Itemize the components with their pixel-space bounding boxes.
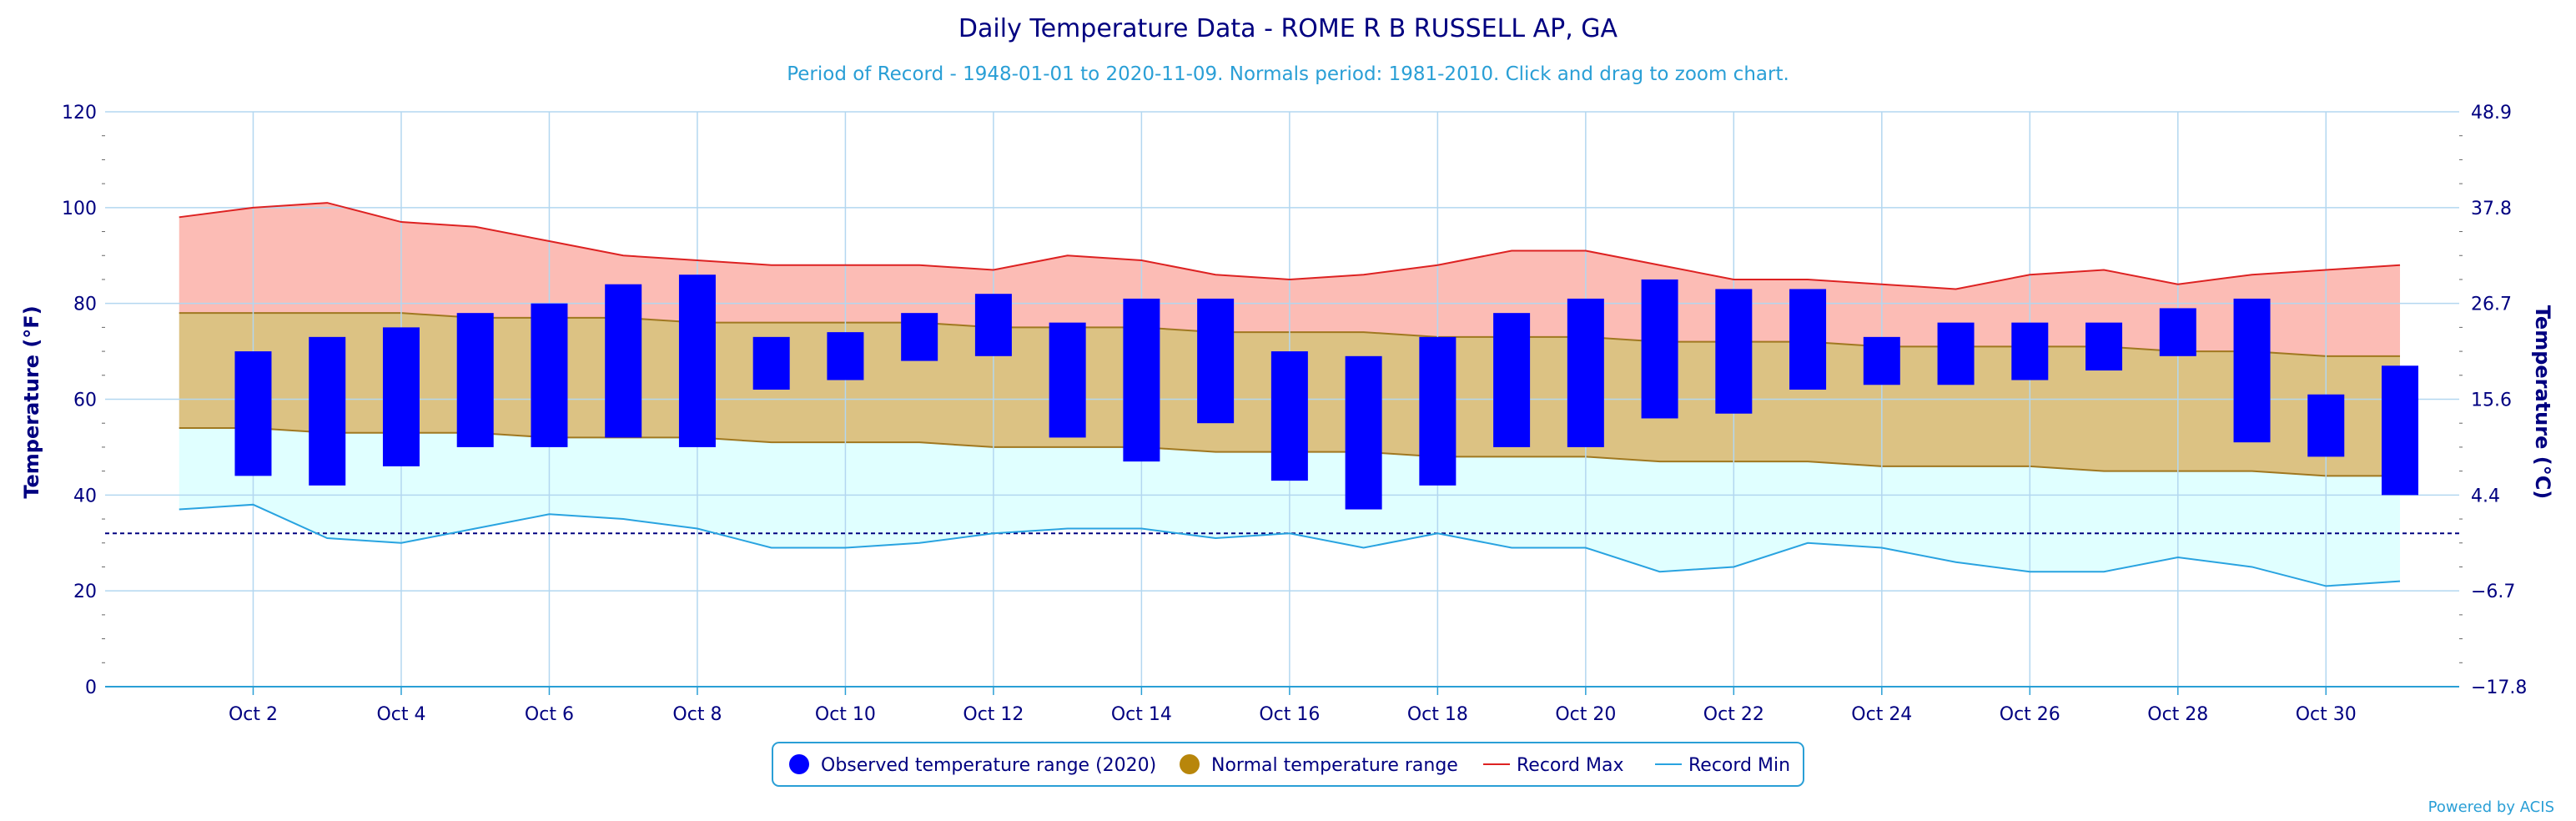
observed-range-bar[interactable]	[1419, 336, 1457, 486]
y-tick-label-left: 120	[62, 103, 97, 123]
x-tick-label: Oct 24	[1851, 704, 1912, 725]
x-tick-label: Oct 28	[2147, 704, 2208, 725]
x-tick-label: Oct 26	[2000, 704, 2060, 725]
y-axis-title-right: Temperature (°C)	[2531, 305, 2554, 500]
legend-label: Observed temperature range (2020)	[821, 755, 1156, 776]
x-tick-label: Oct 12	[963, 704, 1024, 725]
observed-range-bar[interactable]	[1937, 322, 1975, 385]
observed-range-bar[interactable]	[531, 303, 568, 447]
x-tick-label: Oct 8	[672, 704, 722, 725]
observed-range-bar[interactable]	[234, 351, 272, 476]
legend-marker-circle	[1180, 754, 1200, 774]
y-tick-label-right: 48.9	[2471, 103, 2512, 123]
y-tick-label-left: 80	[73, 295, 97, 315]
x-tick-label: Oct 14	[1111, 704, 1172, 725]
observed-range-bar[interactable]	[1123, 298, 1160, 462]
legend-label: Record Min	[1688, 755, 1790, 776]
legend-marker-circle	[789, 754, 809, 774]
observed-range-bar[interactable]	[1789, 289, 1827, 390]
x-tick-label: Oct 22	[1703, 704, 1764, 725]
observed-range-bar[interactable]	[2085, 322, 2123, 371]
y-tick-label-right: 4.4	[2471, 486, 2500, 506]
observed-range-bar[interactable]	[309, 336, 346, 486]
y-tick-label-left: 60	[73, 390, 97, 411]
credit-link[interactable]: Powered by ACIS	[2428, 798, 2554, 816]
observed-range-bar[interactable]	[605, 284, 642, 438]
observed-range-bar[interactable]	[1641, 279, 1678, 419]
record-max-line	[179, 202, 2401, 290]
observed-range-bar[interactable]	[382, 327, 420, 466]
x-tick-label: Oct 10	[815, 704, 876, 725]
legend-label: Normal temperature range	[1211, 755, 1458, 776]
x-tick-label: Oct 4	[376, 704, 425, 725]
legend: Observed temperature range (2020) Normal …	[772, 742, 1804, 787]
x-tick-label: Oct 6	[525, 704, 574, 725]
observed-range-bar[interactable]	[2159, 308, 2196, 356]
observed-range-bar[interactable]	[2011, 322, 2049, 380]
record-min-line	[179, 503, 2401, 587]
y-tick-label-right: −17.8	[2471, 677, 2527, 698]
observed-range-bar[interactable]	[2382, 365, 2419, 496]
y-tick-label-left: 20	[73, 582, 97, 602]
observed-range-bar[interactable]	[1049, 322, 1086, 438]
observed-range-bar[interactable]	[901, 313, 938, 361]
observed-range-bar[interactable]	[752, 336, 790, 390]
y-tick-label-right: 26.7	[2471, 295, 2512, 315]
y-tick-label-left: 0	[85, 677, 97, 698]
observed-range-bar[interactable]	[2307, 394, 2345, 457]
y-tick-label-right: 15.6	[2471, 390, 2512, 411]
observed-range-bar[interactable]	[827, 332, 864, 380]
x-tick-label: Oct 18	[1407, 704, 1468, 725]
observed-range-bar[interactable]	[1715, 289, 1753, 414]
y-tick-label-right: −6.7	[2471, 582, 2515, 602]
x-tick-label: Oct 30	[2296, 704, 2357, 725]
observed-range-bar[interactable]	[456, 313, 494, 447]
x-tick-label: Oct 2	[229, 704, 278, 725]
y-axis-title-left: Temperature (°F)	[20, 305, 43, 498]
chart-subtitle: Period of Record - 1948-01-01 to 2020-11…	[787, 63, 1789, 85]
legend-box	[772, 742, 1804, 787]
chart-title: Daily Temperature Data - ROME R B RUSSEL…	[958, 14, 1618, 43]
plot-area[interactable]: 0 −17.8 20 −6.7 40 4.4 60 15.6 80 26.7 100 37.8 120 4…	[62, 103, 2527, 725]
y-tick-label-left: 40	[73, 486, 97, 506]
observed-range-bar[interactable]	[1863, 336, 1900, 385]
observed-range-bar[interactable]	[678, 275, 716, 447]
observed-range-bar[interactable]	[1493, 313, 1531, 447]
legend-label: Record Max	[1517, 755, 1624, 776]
observed-range-bar[interactable]	[2233, 298, 2271, 443]
observed-range-bar[interactable]	[1567, 298, 1604, 447]
x-tick-label: Oct 20	[1555, 704, 1616, 725]
observed-range-bar[interactable]	[974, 294, 1012, 356]
observed-range-bar[interactable]	[1270, 351, 1308, 481]
y-tick-label-left: 100	[62, 199, 97, 219]
x-tick-label: Oct 16	[1259, 704, 1320, 725]
y-tick-label-right: 37.8	[2471, 199, 2512, 219]
observed-range-bar[interactable]	[1197, 298, 1235, 424]
observed-range-bar[interactable]	[1345, 355, 1382, 510]
